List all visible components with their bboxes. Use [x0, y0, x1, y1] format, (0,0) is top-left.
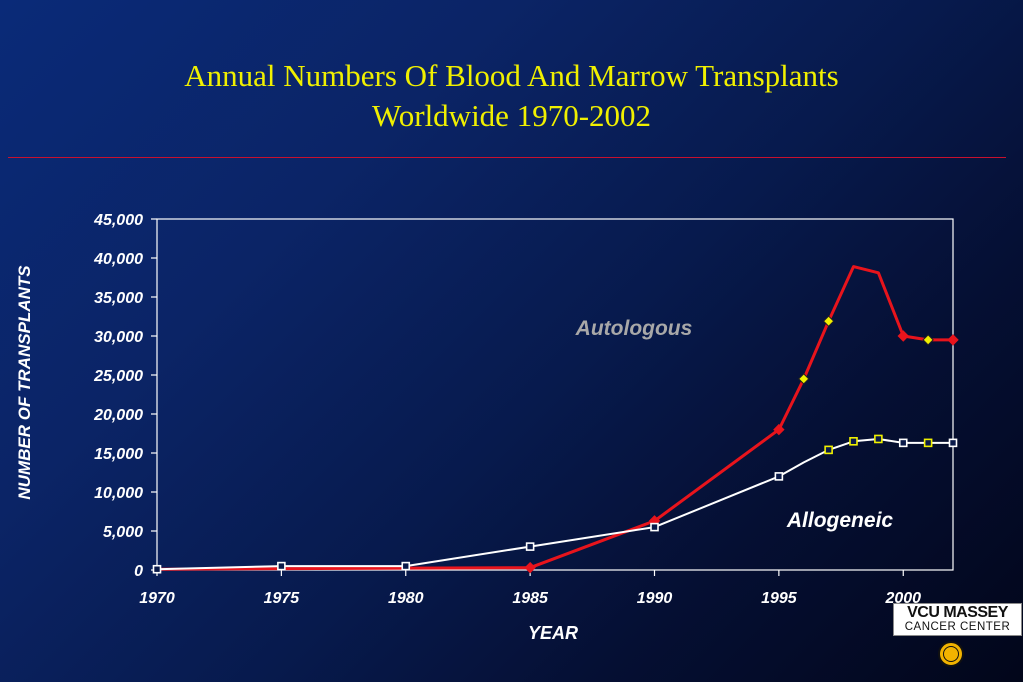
allogeneic-point [898, 438, 908, 448]
y-tick-label: 25,000 [93, 368, 143, 385]
y-tick-label: 30,000 [94, 329, 143, 346]
x-tick-label: 1975 [264, 590, 301, 607]
y-tick-label: 35,000 [94, 290, 143, 307]
autologous-point [922, 334, 934, 346]
allogeneic-point [525, 542, 535, 551]
x-tick-label: 1980 [388, 590, 424, 607]
y-tick-label: 10,000 [94, 485, 143, 502]
allogeneic-point [923, 438, 933, 448]
allogeneic-label: Allogeneic [786, 509, 894, 532]
logo-line-2: CANCER CENTER [904, 621, 1011, 633]
autologous-label: Autologous [575, 317, 693, 340]
y-tick-label: 40,000 [93, 251, 143, 268]
autologous-point [947, 334, 959, 346]
plot-area-frame [156, 218, 954, 571]
y-tick-label: 45,000 [93, 212, 143, 229]
x-tick-label: 1970 [139, 590, 175, 607]
y-tick-label: 0 [134, 563, 143, 580]
title-line-2: Worldwide 1970-2002 [371, 98, 652, 133]
allogeneic-point [948, 438, 958, 448]
autologous-point [897, 330, 909, 342]
autologous-point [798, 373, 810, 385]
allogeneic-point [774, 472, 784, 481]
x-tick-label: 1985 [512, 590, 549, 607]
slide-title: Annual Numbers Of Blood And Marrow Trans… [0, 56, 1023, 136]
allogeneic-point [824, 445, 833, 455]
x-tick-label: 1990 [637, 590, 673, 607]
series-line-allogeneic [156, 438, 953, 571]
autologous-point [524, 561, 536, 574]
x-axis-title: YEAR [528, 623, 578, 643]
allogeneic-point [650, 522, 659, 532]
allogeneic-point [152, 564, 162, 574]
y-tick-label: 20,000 [93, 407, 143, 424]
logo-line-1: VCU MASSEY [907, 604, 1008, 621]
autologous-point [822, 315, 835, 327]
vcu-massey-logo: VCU MASSEY CANCER CENTER [893, 603, 1022, 636]
allogeneic-point [401, 561, 411, 571]
y-axis-title: NUMBER OF TRANSPLANTS [15, 265, 34, 500]
x-tick-label: 2000 [884, 590, 921, 607]
allogeneic-point [874, 434, 883, 444]
allogeneic-point [849, 436, 858, 446]
autologous-point [773, 423, 785, 436]
y-tick-label: 15,000 [94, 446, 143, 463]
y-tick-label: 5,000 [103, 524, 143, 541]
x-tick-label: 1995 [761, 590, 798, 607]
title-line-1: Annual Numbers Of Blood And Marrow Trans… [184, 58, 839, 93]
title-divider [8, 157, 1006, 158]
allogeneic-point [277, 561, 286, 571]
vcu-seal-icon [938, 641, 964, 667]
